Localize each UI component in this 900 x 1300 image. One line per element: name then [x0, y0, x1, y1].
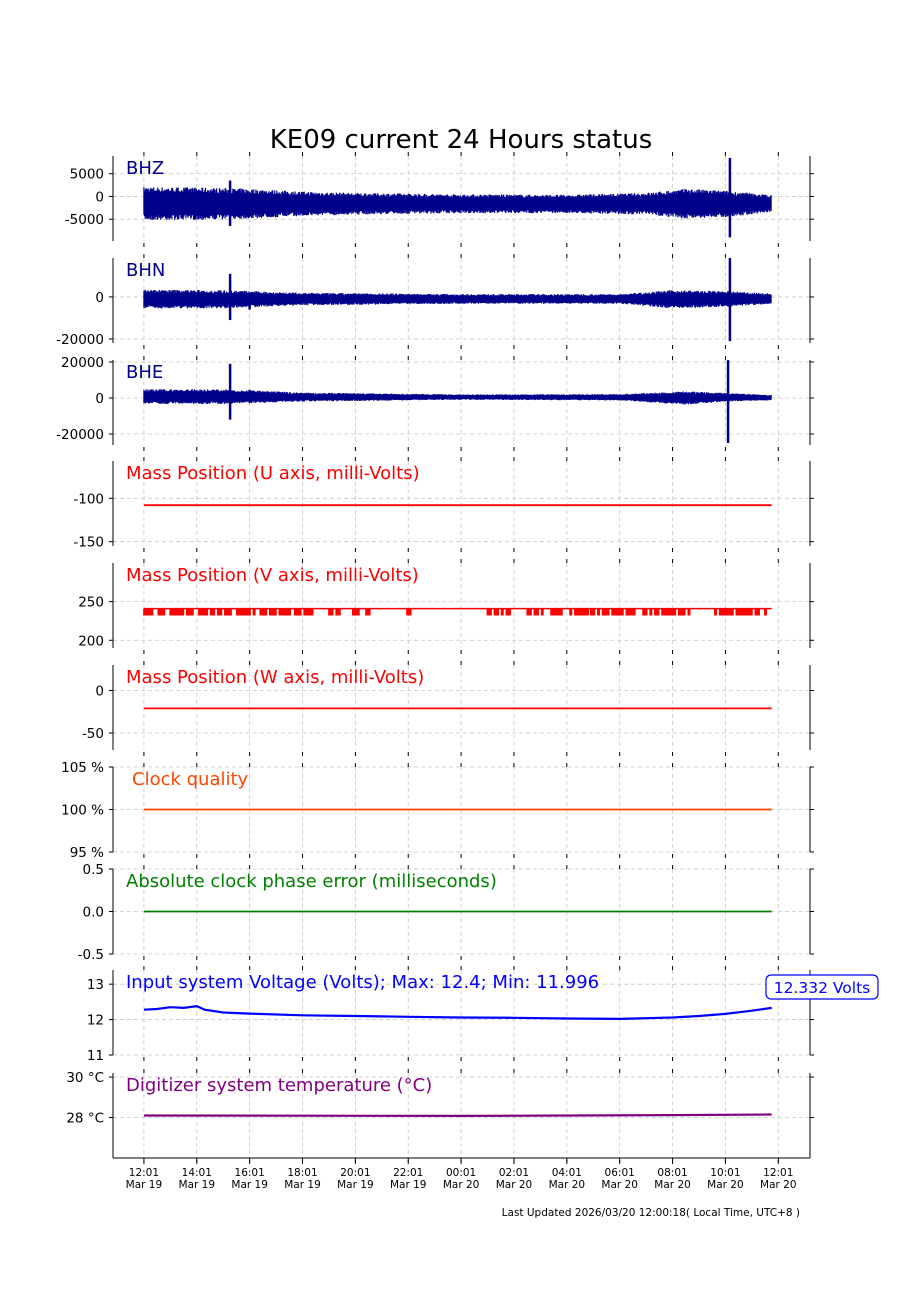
x-tick-time: 00:01: [446, 1167, 476, 1179]
panel-1: 0 -20000 BHN: [56, 254, 814, 349]
y-tick-label: 12: [87, 1013, 104, 1029]
y-tick-label: 0: [95, 391, 104, 407]
x-tick-date: Mar 19: [231, 1179, 268, 1191]
series-line: [143, 1113, 772, 1118]
y-tick-label: -0.5: [78, 947, 104, 963]
annotation-box: [765, 974, 879, 1000]
y-tick-label: 200: [78, 633, 104, 649]
x-tick-date: Mar 19: [126, 1179, 163, 1191]
panel-5: 0 -50 Mass Position (W axis, milli-Volts): [82, 661, 814, 756]
panel-label: Mass Position (V axis, milli-Volts): [126, 565, 419, 586]
x-tick-time: 22:01: [393, 1167, 423, 1179]
y-tick-label: 0: [95, 290, 104, 306]
waveform-bhn: [143, 289, 772, 309]
x-tick-date: Mar 20: [601, 1179, 638, 1191]
y-tick-label: -50: [82, 726, 104, 742]
y-tick-label: 5000: [70, 167, 104, 183]
waveform-bhe: [143, 389, 772, 405]
x-tick-time: 12:01: [129, 1167, 159, 1179]
annotation-text: 12.332 Volts: [774, 979, 871, 997]
y-tick-label: 95 %: [70, 845, 104, 861]
panel-4: 250 200 Mass Position (V axis, milli-Volts…: [78, 559, 814, 654]
y-tick-label: 13: [87, 977, 104, 993]
x-tick-time: 10:01: [710, 1167, 740, 1179]
y-tick-label: -20000: [56, 332, 104, 348]
x-tick-date: Mar 20: [760, 1179, 797, 1191]
y-tick-label: 20000: [61, 355, 104, 371]
y-tick-label: -5000: [65, 212, 104, 228]
x-tick-date: Mar 20: [496, 1179, 533, 1191]
x-tick-date: Mar 20: [443, 1179, 480, 1191]
y-tick-label: -100: [73, 491, 104, 507]
x-tick-time: 02:01: [499, 1167, 529, 1179]
panel-label: Digitizer system temperature (°C): [126, 1075, 432, 1096]
panel-8: 13 12 11 Input system Voltage (Volts); Max:…: [87, 966, 879, 1064]
panel-3: -100 -150 Mass Position (U axis, milli-Vol…: [73, 457, 814, 552]
y-tick-label: -150: [73, 535, 104, 551]
y-tick-label: 28 °C: [66, 1111, 104, 1127]
y-tick-label: 0.5: [83, 862, 104, 878]
y-tick-label: 11: [87, 1048, 104, 1064]
x-tick-time: 08:01: [657, 1167, 687, 1179]
panel-label: Absolute clock phase error (milliseconds…: [126, 871, 497, 892]
panel-label: Mass Position (W axis, milli-Volts): [126, 667, 424, 688]
y-tick-label: 0.0: [83, 905, 104, 921]
x-tick-time: 20:01: [340, 1167, 370, 1179]
panel-0: 5000 0 -5000 BHZ: [65, 152, 814, 247]
x-tick-time: 14:01: [182, 1167, 212, 1179]
y-tick-label: -20000: [56, 427, 104, 443]
panel-label: Mass Position (U axis, milli-Volts): [126, 463, 420, 484]
y-tick-label: 0: [95, 684, 104, 700]
x-tick-time: 06:01: [605, 1167, 635, 1179]
x-tick-time: 12:01: [763, 1167, 793, 1179]
x-tick-date: Mar 19: [179, 1179, 216, 1191]
x-tick-time: 04:01: [552, 1167, 582, 1179]
x-tick-date: Mar 19: [390, 1179, 427, 1191]
chart-title: KE09 current 24 Hours status: [270, 125, 653, 155]
panel-label: BHN: [126, 260, 165, 281]
y-tick-label: 0: [95, 189, 104, 205]
x-tick-time: 18:01: [287, 1167, 317, 1179]
last-updated-footer: Last Updated 2026/03/20 12:00:18( Local …: [502, 1207, 800, 1219]
x-tick-date: Mar 19: [284, 1179, 321, 1191]
panel-label: BHE: [126, 362, 163, 383]
panel-label: Clock quality: [132, 769, 249, 790]
x-tick-time: 16:01: [235, 1167, 265, 1179]
waveform-bhz: [143, 187, 772, 221]
y-tick-label: 30 °C: [66, 1070, 104, 1086]
panel-label: Input system Voltage (Volts); Max: 12.4;…: [126, 972, 599, 993]
panel-label: BHZ: [126, 158, 164, 179]
series-line: [143, 607, 772, 616]
panel-6: 105 % 100 % 95 % Clock quality: [61, 760, 814, 861]
panel-7: 0.5 0.0 -0.5 Absolute clock phase error (mi…: [78, 862, 814, 963]
x-tick-date: Mar 20: [707, 1179, 744, 1191]
series-line: [143, 1004, 772, 1021]
y-tick-label: 100 %: [61, 803, 104, 819]
y-tick-label: 105 %: [61, 760, 104, 776]
y-tick-label: 250: [78, 595, 104, 611]
x-tick-date: Mar 20: [654, 1179, 691, 1191]
x-tick-date: Mar 20: [549, 1179, 586, 1191]
panel-2: 20000 0 -20000 BHE: [56, 355, 814, 451]
x-tick-date: Mar 19: [337, 1179, 374, 1191]
